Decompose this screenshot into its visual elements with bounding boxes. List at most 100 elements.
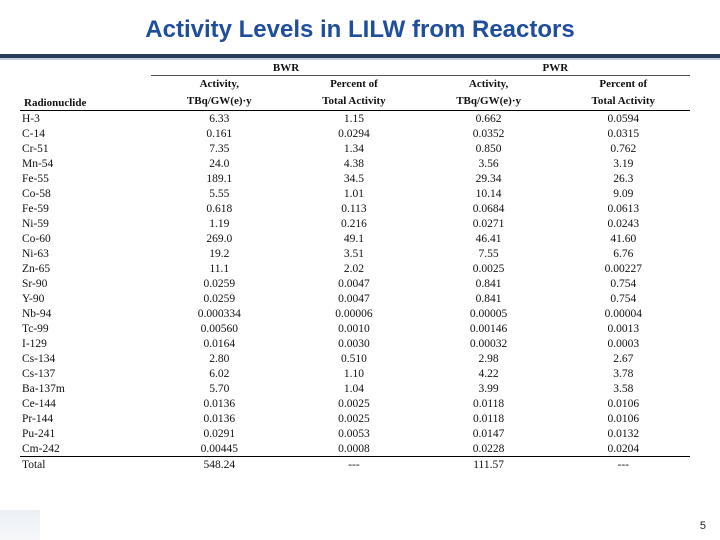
table-cell: Cr-51 [20, 141, 151, 156]
table-cell: 0.0271 [421, 216, 557, 231]
col-percent-pwr-l2: Total Activity [557, 93, 690, 111]
table-cell: 0.0291 [151, 426, 287, 441]
table-cell: 0.113 [287, 201, 420, 216]
table-cell: 2.80 [151, 351, 287, 366]
table-container: Radionuclide BWR PWR Activity, Percent o… [0, 60, 720, 472]
footer-gradient [0, 510, 40, 540]
table-cell: Mn-54 [20, 156, 151, 171]
col-group-bwr: BWR [151, 60, 420, 76]
table-cell: 0.00560 [151, 321, 287, 336]
table-row: Sr-900.02590.00470.8410.754 [20, 276, 690, 291]
table-cell: 0.754 [557, 291, 690, 306]
table-row: Y-900.02590.00470.8410.754 [20, 291, 690, 306]
col-radionuclide: Radionuclide [20, 60, 151, 111]
table-cell: 24.0 [151, 156, 287, 171]
col-activity-pwr-l1: Activity, [421, 76, 557, 94]
table-row: Fe-590.6180.1130.06840.0613 [20, 201, 690, 216]
table-cell: Fe-59 [20, 201, 151, 216]
table-row: Mn-5424.04.383.563.19 [20, 156, 690, 171]
col-activity-bwr-l2: TBq/GW(e)·y [151, 93, 287, 111]
table-cell: 3.51 [287, 246, 420, 261]
table-cell: 269.0 [151, 231, 287, 246]
table-row: Fe-55189.134.529.3426.3 [20, 171, 690, 186]
table-cell: 0.0136 [151, 396, 287, 411]
table-cell: 0.0118 [421, 396, 557, 411]
col-group-pwr: PWR [421, 60, 690, 76]
table-cell: Zn-65 [20, 261, 151, 276]
table-cell: Cm-242 [20, 441, 151, 457]
table-row: H-36.331.150.6620.0594 [20, 111, 690, 127]
table-cell: Fe-55 [20, 171, 151, 186]
table-cell: 6.02 [151, 366, 287, 381]
table-cell: Pr-144 [20, 411, 151, 426]
table-cell: 0.00006 [287, 306, 420, 321]
table-cell: 34.5 [287, 171, 420, 186]
table-cell: Total [20, 457, 151, 473]
table-cell: 0.841 [421, 291, 557, 306]
table-cell: 0.0106 [557, 396, 690, 411]
table-cell: Pu-241 [20, 426, 151, 441]
table-body: H-36.331.150.6620.0594C-140.1610.02940.0… [20, 111, 690, 473]
table-cell: Co-60 [20, 231, 151, 246]
table-cell: 1.34 [287, 141, 420, 156]
table-cell: 3.56 [421, 156, 557, 171]
table-cell: Tc-99 [20, 321, 151, 336]
table-row: Ni-6319.23.517.556.76 [20, 246, 690, 261]
table-cell: 0.00004 [557, 306, 690, 321]
activity-table: Radionuclide BWR PWR Activity, Percent o… [20, 60, 690, 472]
col-activity-pwr-l2: TBq/GW(e)·y [421, 93, 557, 111]
table-cell: 0.0228 [421, 441, 557, 457]
table-cell: 0.0315 [557, 126, 690, 141]
table-cell: Cs-134 [20, 351, 151, 366]
table-cell: 0.00445 [151, 441, 287, 457]
table-row: Cr-517.351.340.8500.762 [20, 141, 690, 156]
table-cell: 0.0025 [287, 396, 420, 411]
table-cell: --- [287, 457, 420, 473]
table-cell: Nb-94 [20, 306, 151, 321]
table-cell: 3.19 [557, 156, 690, 171]
table-cell: Y-90 [20, 291, 151, 306]
table-row: Ba-137m5.701.043.993.58 [20, 381, 690, 396]
table-cell: 0.0047 [287, 276, 420, 291]
table-cell: 0.0147 [421, 426, 557, 441]
table-cell: 4.22 [421, 366, 557, 381]
table-cell: Ce-144 [20, 396, 151, 411]
table-cell: 0.0025 [421, 261, 557, 276]
table-row: C-140.1610.02940.03520.0315 [20, 126, 690, 141]
table-cell: Ni-63 [20, 246, 151, 261]
table-cell: 2.98 [421, 351, 557, 366]
table-cell: 0.841 [421, 276, 557, 291]
table-cell: 0.0613 [557, 201, 690, 216]
table-row: Cs-1376.021.104.223.78 [20, 366, 690, 381]
table-cell: 0.510 [287, 351, 420, 366]
table-cell: 46.41 [421, 231, 557, 246]
table-cell: 0.00005 [421, 306, 557, 321]
table-cell: 0.754 [557, 276, 690, 291]
table-cell: 0.000334 [151, 306, 287, 321]
table-cell: 0.0259 [151, 291, 287, 306]
table-row: Co-585.551.0110.149.09 [20, 186, 690, 201]
table-row: Zn-6511.12.020.00250.00227 [20, 261, 690, 276]
table-cell: 26.3 [557, 171, 690, 186]
table-cell: 1.04 [287, 381, 420, 396]
col-percent-bwr-l1: Percent of [287, 76, 420, 94]
table-cell: Cs-137 [20, 366, 151, 381]
page-number: 5 [700, 520, 706, 532]
table-row: Nb-940.0003340.000060.000050.00004 [20, 306, 690, 321]
table-cell: 0.0204 [557, 441, 690, 457]
table-cell: Ba-137m [20, 381, 151, 396]
table-cell: 29.34 [421, 171, 557, 186]
table-cell: 0.0013 [557, 321, 690, 336]
table-cell: 0.662 [421, 111, 557, 127]
table-row: Pu-2410.02910.00530.01470.0132 [20, 426, 690, 441]
table-cell: 3.78 [557, 366, 690, 381]
table-cell: 0.0030 [287, 336, 420, 351]
table-cell: 19.2 [151, 246, 287, 261]
table-row: Ni-591.190.2160.02710.0243 [20, 216, 690, 231]
table-cell: 0.618 [151, 201, 287, 216]
table-cell: 5.55 [151, 186, 287, 201]
table-cell: 11.1 [151, 261, 287, 276]
table-cell: 0.0684 [421, 201, 557, 216]
table-cell: 0.0010 [287, 321, 420, 336]
table-cell: 0.0008 [287, 441, 420, 457]
